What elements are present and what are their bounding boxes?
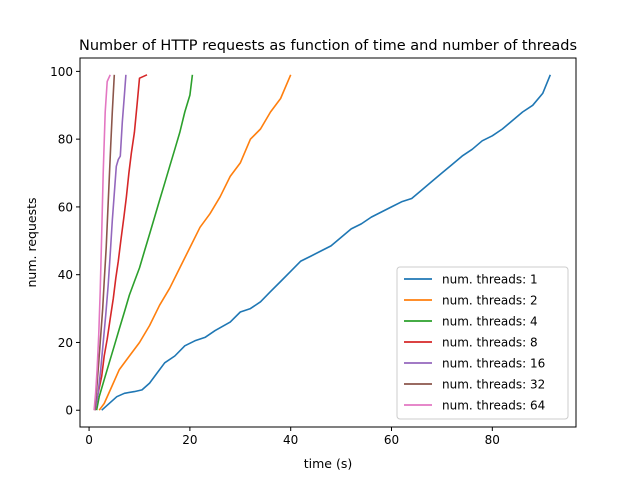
legend-label-6: num. threads: 32 (442, 378, 545, 392)
x-tick-label: 80 (485, 433, 500, 447)
legend-box (396, 266, 569, 420)
series-line-6 (93, 74, 116, 411)
y-tick-label: 0 (65, 404, 73, 418)
axis-ticks: 0 20 40 60 80 0 20 40 60 80 100 (50, 65, 500, 447)
legend-label-2: num. threads: 2 (442, 294, 538, 308)
y-axis-label: num. requests (24, 198, 39, 288)
axes-frame (79, 57, 577, 428)
series-line-3 (95, 74, 194, 411)
y-tick-label: 100 (50, 65, 73, 79)
series-line-1 (101, 74, 552, 411)
chart-title: Number of HTTP requests as function of t… (79, 38, 577, 54)
legend-label-3: num. threads: 4 (442, 315, 538, 329)
x-tick-label: 0 (85, 433, 93, 447)
legend-label-1: num. threads: 1 (442, 273, 538, 287)
x-tick-label: 40 (283, 433, 298, 447)
legend-label-4: num. threads: 8 (442, 336, 538, 350)
legend: num. threads: 1 num. threads: 2 num. threa… (396, 266, 569, 420)
x-tick-label: 20 (182, 433, 197, 447)
series-line-2 (98, 74, 292, 411)
legend-label-5: num. threads: 16 (442, 357, 545, 371)
x-tick-label: 60 (384, 433, 399, 447)
y-tick-label: 80 (58, 133, 73, 147)
series-line-5 (94, 74, 127, 411)
plot-area (93, 74, 552, 411)
legend-label-7: num. threads: 64 (442, 399, 545, 413)
y-tick-label: 60 (58, 200, 73, 214)
y-tick-label: 20 (58, 336, 73, 350)
x-axis-label: time (s) (304, 456, 352, 471)
series-line-7 (93, 74, 111, 411)
series-line-4 (94, 74, 148, 411)
y-tick-label: 40 (58, 268, 73, 282)
